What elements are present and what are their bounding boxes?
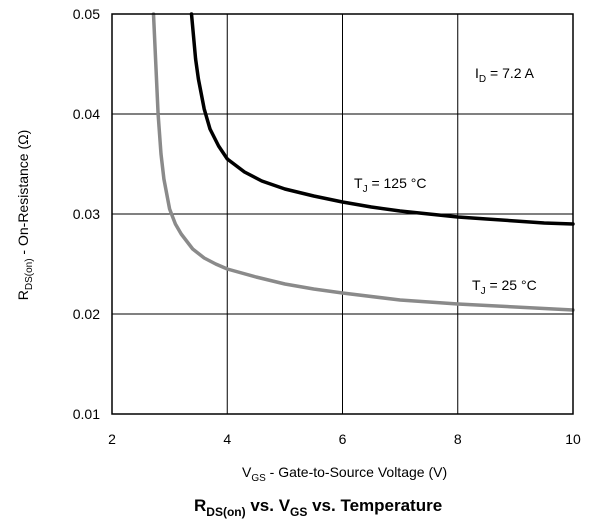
x-tick-label: 10 bbox=[565, 431, 581, 447]
y-tick-label: 0.03 bbox=[73, 206, 100, 222]
y-tick-labels: 0.01 0.02 0.03 0.04 0.05 bbox=[73, 6, 100, 422]
y-axis-label: RDS(on) - On-Resistance (Ω) bbox=[15, 130, 35, 301]
x-tick-labels: 2 4 6 8 10 bbox=[108, 431, 581, 447]
plot-frame bbox=[111, 13, 574, 415]
series-label-125c: TJ = 125 °C bbox=[354, 175, 426, 195]
y-tick-label: 0.01 bbox=[73, 406, 100, 422]
grid-lines bbox=[112, 14, 573, 414]
series-line-125c bbox=[189, 12, 575, 226]
series-line-25c bbox=[151, 12, 575, 312]
x-axis-label: VGS - Gate-to-Source Voltage (V) bbox=[242, 464, 447, 484]
y-tick-label: 0.04 bbox=[73, 106, 100, 122]
drain-current-annotation: ID = 7.2 A bbox=[475, 65, 535, 85]
series-group bbox=[151, 12, 575, 312]
x-tick-label: 8 bbox=[454, 431, 462, 447]
series-label-25c: TJ = 25 °C bbox=[472, 277, 537, 297]
x-tick-label: 6 bbox=[339, 431, 347, 447]
y-tick-label: 0.05 bbox=[73, 6, 100, 22]
x-tick-label: 2 bbox=[108, 431, 116, 447]
y-tick-label: 0.02 bbox=[73, 306, 100, 322]
chart-title: RDS(on) vs. VGS vs. Temperature bbox=[194, 496, 442, 519]
x-tick-label: 4 bbox=[223, 431, 231, 447]
